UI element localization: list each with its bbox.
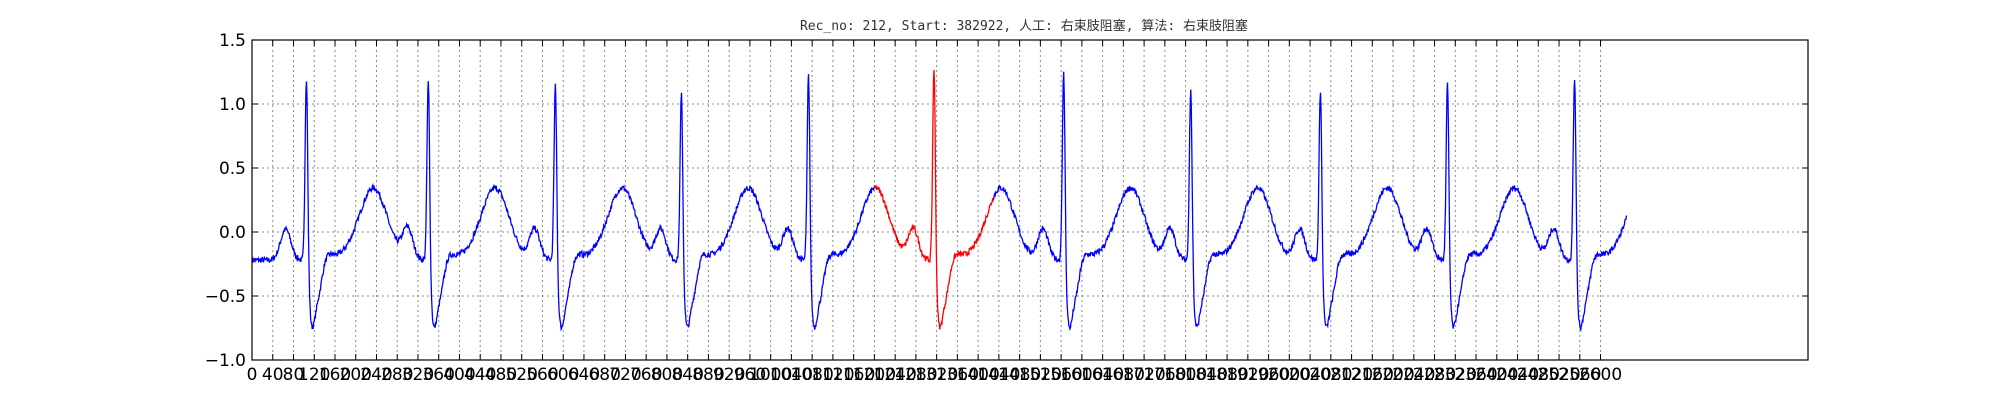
x-tick-label: 840 (671, 365, 703, 385)
x-tick-label: 640 (568, 365, 600, 385)
y-tick-label: 0.0 (219, 223, 246, 243)
x-tick-label: 2240 (1392, 365, 1435, 385)
y-tick-label: 1.0 (219, 95, 246, 115)
x-tick-label: 1680 (1102, 365, 1145, 385)
ecg-trace (251, 69, 1628, 332)
y-tick-label: 0.5 (219, 159, 246, 179)
x-tick-label: 1840 (1185, 365, 1228, 385)
x-tick-label: 600 (547, 365, 579, 385)
x-tick-label: 40 (262, 365, 284, 385)
x-tick-label: 1600 (1060, 365, 1103, 385)
x-tick-label: 0 (247, 365, 258, 385)
x-tick-label: 1960 (1247, 365, 1290, 385)
x-tick-label: 2000 (1268, 365, 1311, 385)
chart-title: Rec_no: 212, Start: 382922, 人工: 右束肢阻塞, 算… (800, 18, 1248, 34)
x-tick-label: 1040 (770, 365, 813, 385)
x-tick-label: 1200 (853, 365, 896, 385)
x-tick-label: 200 (340, 365, 372, 385)
x-tick-label: 1320 (915, 365, 958, 385)
x-tick-label: 1440 (977, 365, 1020, 385)
y-tick-label: 1.5 (219, 31, 246, 51)
grid-lines (251, 39, 1808, 361)
x-tick-label: 480 (485, 365, 517, 385)
x-tick-label: 1640 (1081, 365, 1124, 385)
x-tick-label: 2200 (1371, 365, 1414, 385)
x-tick-label: 360 (422, 365, 454, 385)
x-tick-label: 880 (692, 365, 724, 385)
x-tick-label: 1120 (811, 365, 854, 385)
x-tick-label: 1000 (749, 365, 792, 385)
x-tick-label: 1720 (1122, 365, 1165, 385)
x-tick-label: 240 (360, 365, 392, 385)
x-tick-label: 680 (588, 365, 620, 385)
x-tick-label: 1920 (1226, 365, 1269, 385)
x-tick-label: 1880 (1205, 365, 1248, 385)
x-tick-label: 160 (319, 365, 351, 385)
x-tick-label: 2560 (1558, 365, 1601, 385)
x-tick-label: 520 (505, 365, 537, 385)
x-tick-label: 1080 (791, 365, 834, 385)
x-tick-label: 2520 (1537, 365, 1580, 385)
x-tick-label: 320 (402, 365, 434, 385)
x-tick-label: 1760 (1143, 365, 1186, 385)
x-tick-label: 120 (298, 365, 330, 385)
x-tick-label: 1360 (936, 365, 979, 385)
x-tick-label: 2600 (1579, 365, 1622, 385)
x-tick-label: 2160 (1351, 365, 1394, 385)
x-tick-label: 1240 (874, 365, 917, 385)
x-tick-label: 2400 (1475, 365, 1518, 385)
x-tick-label: 920 (713, 365, 745, 385)
x-tick-label: 80 (283, 365, 305, 385)
y-tick-label: −0.5 (205, 287, 246, 307)
x-tick-label: 1800 (1164, 365, 1207, 385)
x-tick-label: 440 (464, 365, 496, 385)
x-tick-label: 2440 (1496, 365, 1539, 385)
x-tick-label: 280 (381, 365, 413, 385)
x-tick-label: 2040 (1288, 365, 1331, 385)
x-tick-label: 1400 (957, 365, 1000, 385)
x-tick-label: 2280 (1413, 365, 1456, 385)
x-tick-label: 760 (630, 365, 662, 385)
x-tick-label: 1160 (832, 365, 875, 385)
x-tick-label: 800 (651, 365, 683, 385)
x-tick-label: 1560 (1039, 365, 1082, 385)
y-tick-label: −1.0 (205, 351, 246, 371)
x-tick-label: 2360 (1454, 365, 1497, 385)
x-tick-label: 960 (734, 365, 766, 385)
x-tick-label: 720 (609, 365, 641, 385)
x-axis-ticks: 0 40 8012016020024028032036040044048052056… (247, 40, 1622, 385)
ecg-series-line (873, 69, 995, 330)
x-tick-label: 400 (443, 365, 475, 385)
x-tick-label: 1520 (1019, 365, 1062, 385)
x-tick-label: 1280 (894, 365, 937, 385)
ecg-series-line (993, 71, 1628, 332)
x-tick-label: 2080 (1309, 365, 1352, 385)
x-tick-label: 560 (526, 365, 558, 385)
x-tick-label: 2480 (1517, 365, 1560, 385)
plot-frame (251, 39, 1809, 361)
x-tick-label: 2120 (1330, 365, 1373, 385)
y-axis-ticks: 1.5 1.0 0.5 0.0 −0.5 −1.0 (205, 31, 1808, 371)
x-tick-label: 2320 (1434, 365, 1477, 385)
ecg-series-line (251, 74, 876, 332)
x-tick-label: 1480 (998, 365, 1041, 385)
